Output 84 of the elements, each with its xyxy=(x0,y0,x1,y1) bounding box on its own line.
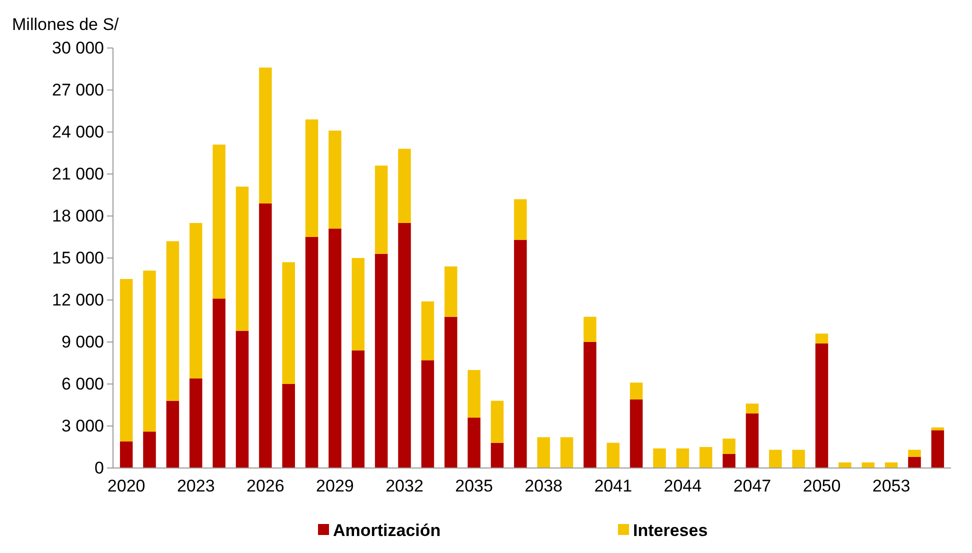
bar xyxy=(468,418,480,468)
y-tick-label: 21 000 xyxy=(52,164,104,184)
bar xyxy=(398,148,411,223)
bar xyxy=(282,384,295,468)
bar xyxy=(490,442,504,468)
y-tick-label: 27 000 xyxy=(52,80,104,100)
bar xyxy=(699,447,712,468)
bar xyxy=(908,456,921,468)
x-tick-label: 2041 xyxy=(594,476,632,496)
x-tick-label: 2047 xyxy=(733,476,772,496)
bar xyxy=(815,343,828,468)
bar xyxy=(143,270,156,432)
bar xyxy=(653,448,666,468)
y-tick-label: 24 000 xyxy=(52,122,104,142)
bar xyxy=(120,279,133,442)
bar xyxy=(746,413,759,468)
bar xyxy=(143,432,156,468)
bar xyxy=(815,334,828,344)
bar xyxy=(468,370,480,418)
bar xyxy=(444,316,458,468)
bar xyxy=(630,382,643,400)
x-tick-label: 2032 xyxy=(386,476,424,496)
bar xyxy=(908,450,921,457)
bar xyxy=(676,448,690,468)
y-tick-label: 12 000 xyxy=(52,290,104,310)
bar xyxy=(421,301,434,360)
y-tick-label: 9 000 xyxy=(61,332,104,352)
y-tick-label: 15 000 xyxy=(52,248,104,268)
bar xyxy=(838,462,852,468)
bar xyxy=(212,298,226,468)
bar xyxy=(931,430,944,468)
x-tick-label: 2023 xyxy=(176,476,215,496)
bar xyxy=(236,330,249,468)
bar xyxy=(560,437,574,468)
x-tick-label: 2044 xyxy=(664,476,702,496)
bar xyxy=(305,119,318,237)
x-tick-label: 2050 xyxy=(802,476,841,496)
x-tick-label: 2038 xyxy=(524,476,563,496)
bar xyxy=(769,450,782,468)
bar xyxy=(236,186,249,331)
legend-label: Amortización xyxy=(333,521,441,540)
bar xyxy=(584,342,596,468)
bar xyxy=(259,68,272,204)
bar xyxy=(490,400,504,443)
bar xyxy=(630,399,643,468)
x-tick-label: 2029 xyxy=(316,476,354,496)
bar xyxy=(722,438,736,454)
bar xyxy=(259,203,272,468)
x-tick-label: 2053 xyxy=(872,476,910,496)
bar xyxy=(398,223,411,468)
y-tick-label: 6 000 xyxy=(61,374,104,394)
bar xyxy=(514,199,527,240)
y-axis-title: Millones de S/ xyxy=(12,15,120,34)
bar xyxy=(212,144,226,299)
bar xyxy=(606,442,620,468)
y-tick-label: 18 000 xyxy=(52,206,104,226)
x-tick-label: 2020 xyxy=(107,476,146,496)
bar xyxy=(120,441,133,468)
bar xyxy=(746,404,759,414)
bar xyxy=(190,223,202,378)
bar xyxy=(328,130,342,229)
x-tick-label: 2026 xyxy=(246,476,284,496)
bar xyxy=(444,266,458,317)
bar xyxy=(305,237,318,468)
bar xyxy=(166,400,180,468)
bar xyxy=(352,258,365,350)
bar xyxy=(374,166,388,254)
bar xyxy=(421,360,434,468)
y-tick-label: 3 000 xyxy=(61,416,104,436)
bar xyxy=(374,254,388,468)
bar xyxy=(166,241,180,401)
legend-label: Intereses xyxy=(633,521,708,540)
bar xyxy=(584,316,596,342)
bar xyxy=(537,437,550,468)
bar xyxy=(282,262,295,384)
bar xyxy=(514,240,527,468)
bar xyxy=(722,454,736,468)
y-tick-label: 30 000 xyxy=(52,38,104,58)
bar xyxy=(190,378,202,468)
bar xyxy=(792,450,805,468)
bar xyxy=(328,228,342,468)
bar xyxy=(352,350,365,468)
x-tick-label: 2035 xyxy=(455,476,493,496)
y-tick-label: 0 xyxy=(94,458,104,478)
